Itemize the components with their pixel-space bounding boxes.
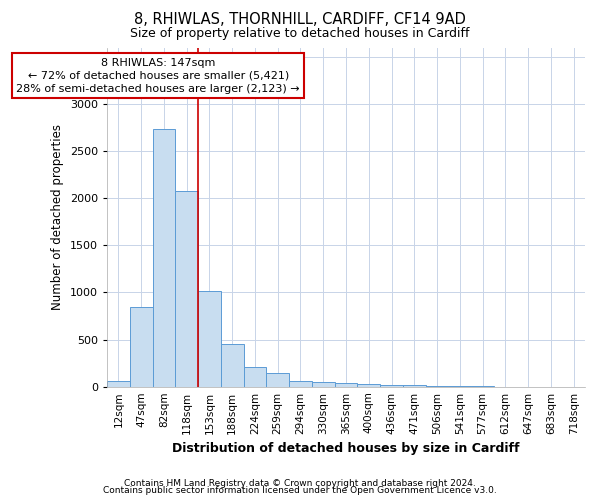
Bar: [335, 384, 358, 386]
Bar: [221, 344, 244, 387]
Text: 8 RHIWLAS: 147sqm
← 72% of detached houses are smaller (5,421)
28% of semi-detac: 8 RHIWLAS: 147sqm ← 72% of detached hous…: [16, 58, 300, 94]
Bar: [107, 381, 130, 386]
Bar: [380, 385, 403, 386]
Bar: [130, 306, 152, 386]
Text: 8, RHIWLAS, THORNHILL, CARDIFF, CF14 9AD: 8, RHIWLAS, THORNHILL, CARDIFF, CF14 9AD: [134, 12, 466, 28]
Bar: [175, 190, 198, 386]
Bar: [289, 381, 312, 386]
Text: Contains public sector information licensed under the Open Government Licence v3: Contains public sector information licen…: [103, 486, 497, 495]
Bar: [266, 373, 289, 386]
Bar: [198, 290, 221, 386]
Text: Contains HM Land Registry data © Crown copyright and database right 2024.: Contains HM Land Registry data © Crown c…: [124, 478, 476, 488]
Y-axis label: Number of detached properties: Number of detached properties: [51, 124, 64, 310]
Bar: [312, 382, 335, 386]
Text: Size of property relative to detached houses in Cardiff: Size of property relative to detached ho…: [130, 28, 470, 40]
Bar: [152, 130, 175, 386]
Bar: [244, 367, 266, 386]
X-axis label: Distribution of detached houses by size in Cardiff: Distribution of detached houses by size …: [172, 442, 520, 455]
Bar: [358, 384, 380, 386]
